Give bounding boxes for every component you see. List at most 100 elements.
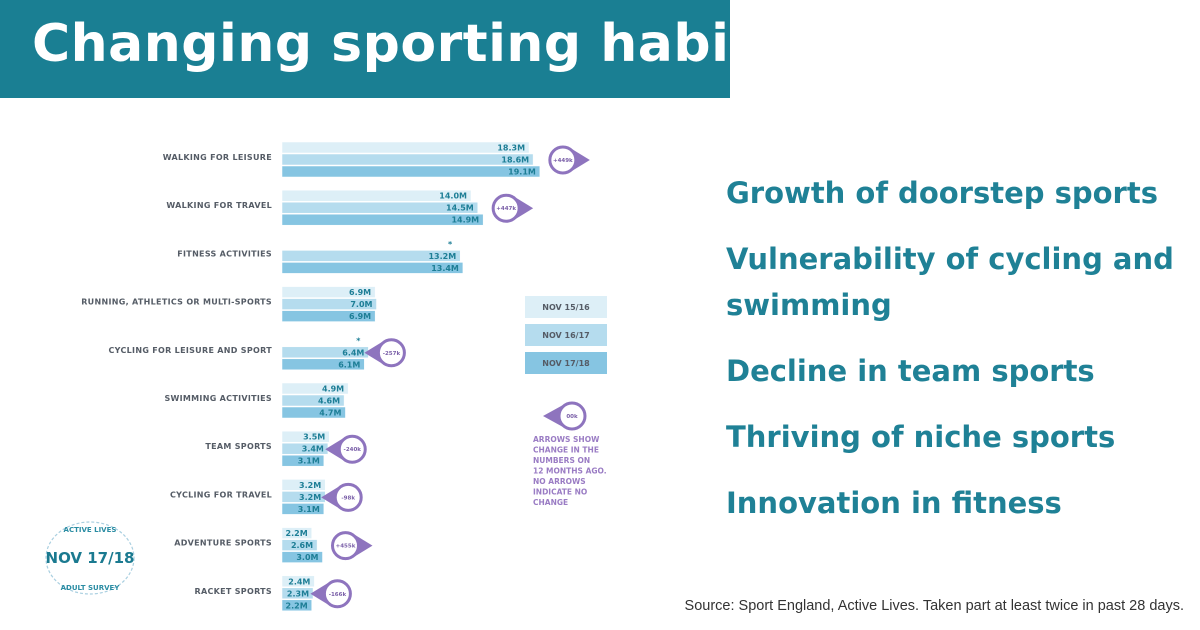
takeaway-list: Growth of doorstep sports Vulnerability …: [726, 170, 1186, 546]
bar: [281, 503, 325, 515]
bar: [281, 430, 330, 443]
value-label: 2.4M: [288, 577, 310, 586]
note-line: ARROWS SHOW: [533, 435, 600, 444]
category-label: FITNESS ACTIVITIES: [177, 249, 272, 258]
change-arrow-circle: [548, 145, 578, 175]
bar: [281, 406, 346, 419]
change-arrow-circle: [333, 482, 363, 512]
change-arrow-circle: [331, 531, 360, 561]
change-arrow-circle: [376, 338, 406, 368]
note-line: CHANGE IN THE: [533, 446, 599, 455]
value-label: *: [448, 240, 453, 249]
takeaway-item: Decline in team sports: [726, 354, 1095, 388]
value-label: 3.2M: [299, 493, 321, 502]
value-label: 14.9M: [451, 216, 479, 225]
legend-label: NOV 16/17: [542, 331, 589, 340]
bar: [281, 189, 472, 202]
value-label: 14.0M: [439, 192, 467, 201]
value-label: 3.5M: [303, 433, 325, 442]
change-label: +455k: [336, 544, 356, 550]
page-title: Changing sporting habits: [32, 14, 787, 74]
bar: [281, 153, 534, 166]
change-arrow-circle: [322, 579, 352, 609]
note-line: NO ARROWS: [533, 477, 586, 486]
bar: [281, 454, 325, 467]
change-arrow: +455k: [331, 531, 373, 561]
takeaway-item: Thriving of niche sports: [726, 420, 1116, 454]
bar: [281, 358, 365, 371]
change-label: -98k: [341, 495, 355, 501]
bar: [281, 539, 318, 551]
source-note: Source: Sport England, Active Lives. Tak…: [684, 598, 1184, 614]
category-label: RACKET SPORTS: [195, 587, 272, 596]
bar: [281, 250, 461, 262]
value-label: *: [356, 336, 361, 345]
legend-swatch: [525, 296, 607, 318]
note-line: 12 MONTHS AGO.: [533, 467, 607, 476]
badge-ring: [45, 521, 135, 595]
note-line: NUMBERS ON: [533, 456, 590, 465]
bar: [281, 286, 376, 298]
category-label: TEAM SPORTS: [205, 442, 272, 451]
value-label: 18.6M: [501, 156, 529, 165]
category-label: ADVENTURE SPORTS: [174, 539, 272, 548]
change-label: -166k: [329, 592, 347, 598]
bar: [281, 479, 326, 491]
bar: [281, 575, 315, 588]
bar: [281, 599, 312, 612]
value-label: 3.1M: [298, 505, 320, 514]
category-label: SWIMMING ACTIVITIES: [164, 394, 272, 403]
change-arrow: -98k: [321, 482, 363, 512]
change-label: +447k: [496, 206, 516, 212]
change-arrow-head: [310, 582, 329, 605]
value-label: 3.1M: [298, 457, 320, 466]
value-label: 7.0M: [350, 300, 372, 309]
bar: [281, 201, 478, 214]
note-arrow-head: [543, 405, 563, 427]
takeaway-item: Vulnerability of cycling and swimming: [726, 242, 1174, 322]
change-arrow: -166k: [310, 579, 352, 609]
badge-main-text: NOV 17/18: [46, 549, 135, 567]
bar: [281, 298, 377, 310]
category-label: RUNNING, ATHLETICS OR MULTI-SPORTS: [81, 298, 272, 307]
change-arrow: -240k: [325, 434, 367, 464]
value-label: 13.4M: [431, 264, 459, 273]
bar: [281, 394, 345, 407]
value-label: 2.3M: [287, 589, 309, 598]
value-label: 6.4M: [342, 348, 364, 357]
value-label: 3.2M: [299, 481, 321, 490]
value-label: 19.1M: [508, 168, 536, 177]
note-line: CHANGE: [533, 498, 568, 507]
value-label: 4.7M: [319, 409, 341, 418]
value-label: 2.6M: [291, 541, 313, 550]
change-arrow: +447k: [491, 193, 534, 223]
change-arrow-head: [325, 438, 344, 461]
note-arrow-label: 00k: [566, 414, 578, 420]
change-label: +449k: [553, 158, 573, 164]
change-label: -257k: [383, 351, 401, 357]
takeaway-item: Growth of doorstep sports: [726, 176, 1158, 210]
value-label: 13.2M: [428, 252, 456, 261]
bar: [281, 527, 312, 539]
bar: [281, 382, 349, 395]
bar: [281, 262, 464, 274]
legend-swatch: [525, 324, 607, 346]
change-arrow-head: [364, 341, 383, 364]
category-label: WALKING FOR TRAVEL: [166, 201, 272, 210]
value-label: 2.2M: [286, 601, 308, 610]
title-banner: Changing sporting habits: [0, 0, 786, 98]
legend-label: NOV 17/18: [542, 359, 590, 368]
bar: [281, 213, 484, 226]
value-label: 18.3M: [497, 144, 525, 153]
change-arrow-circle: [337, 434, 367, 464]
change-arrow: -257k: [364, 338, 406, 368]
bar: [281, 551, 323, 563]
category-label: CYCLING FOR TRAVEL: [170, 490, 272, 499]
takeaway-item: Innovation in fitness: [726, 486, 1062, 520]
active-lives-badge: ACTIVE LIVES NOV 17/18 ADULT SURVEY: [45, 521, 135, 595]
change-arrow: +449k: [548, 145, 590, 175]
bar: [281, 165, 541, 178]
value-label: 14.5M: [446, 204, 474, 213]
change-arrow-head: [321, 486, 340, 509]
category-label: CYCLING FOR LEISURE AND SPORT: [109, 346, 273, 355]
